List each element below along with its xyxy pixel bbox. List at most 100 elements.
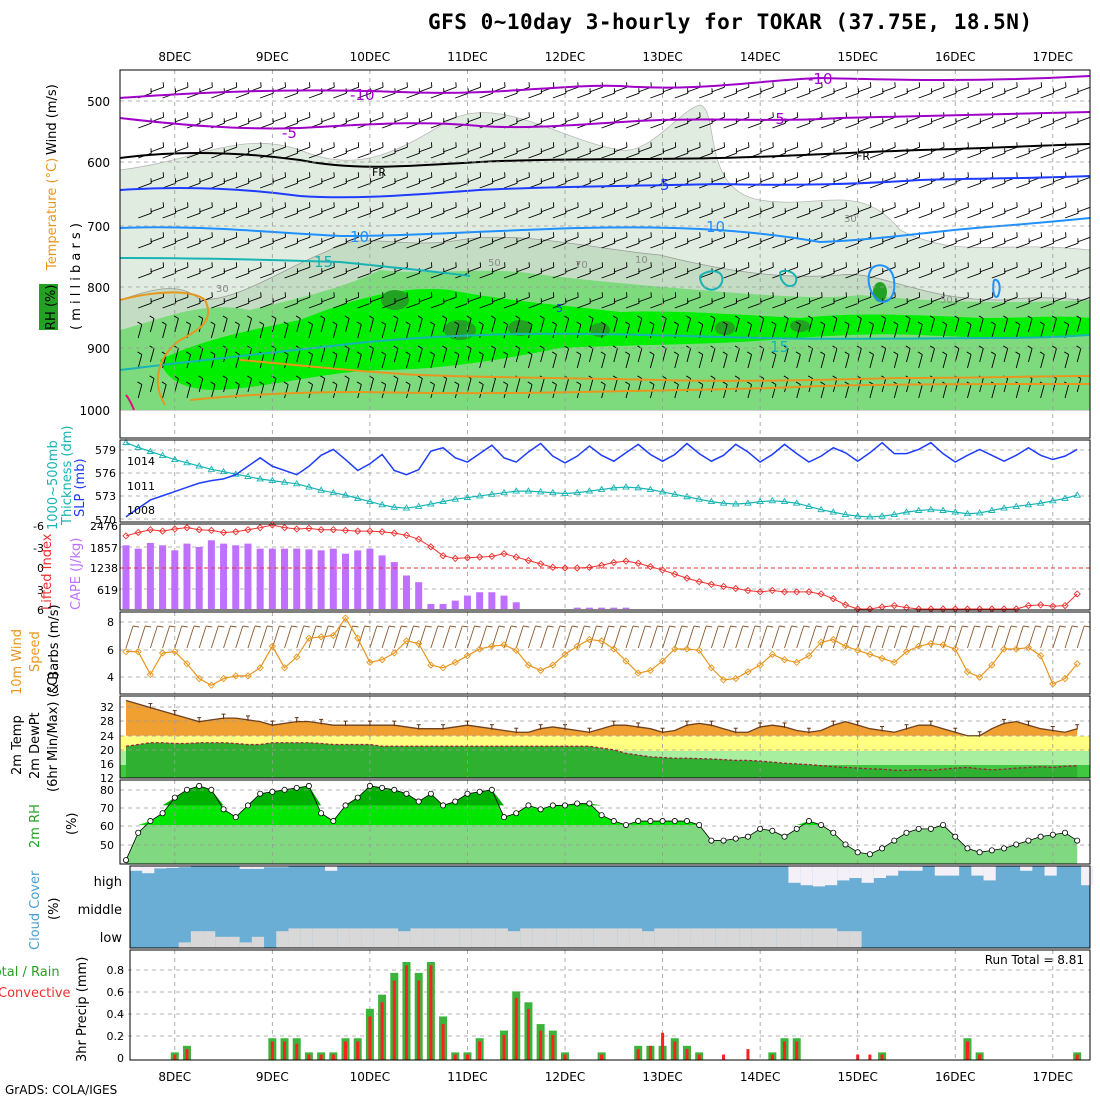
wind-barb (369, 206, 384, 213)
wind-barb (613, 378, 618, 393)
lifted-index-marker (902, 603, 911, 612)
lifted-index-marker (293, 525, 301, 533)
wind-barb (967, 92, 981, 99)
lifted-index-marker (524, 556, 533, 565)
wind-barb (1077, 116, 1090, 123)
wind-barb (320, 206, 335, 213)
wind-barb (845, 242, 859, 249)
cloud-high-bar (276, 866, 289, 868)
cape-tick: 2476 (90, 520, 118, 533)
wind-barb (771, 354, 777, 369)
wind-barb-flag (503, 321, 508, 325)
wind-barb (1016, 152, 1030, 159)
wind-barb (186, 242, 201, 249)
wind-barb (723, 324, 728, 339)
wind-barb (845, 324, 850, 339)
wind-barb-flag (929, 315, 935, 319)
cloud-low-bar (227, 936, 240, 948)
rh2m-marker (586, 800, 593, 807)
cloud-high-bar (178, 866, 191, 868)
wind10-barb-flag (218, 625, 225, 628)
wind-barb (186, 272, 201, 279)
wind10-barb (528, 625, 536, 649)
rh2m-marker (464, 790, 471, 797)
cape-bar (159, 545, 167, 609)
wind-barb (674, 354, 679, 369)
wind-barb (430, 212, 445, 219)
thickness-marker (292, 479, 301, 487)
temp-fill-mild (126, 700, 1078, 736)
wind-barb (954, 318, 960, 333)
wind10-marker (219, 674, 228, 683)
wind10-barb (162, 625, 171, 649)
wind-barb (381, 302, 396, 309)
thickness-marker (768, 496, 777, 504)
wind10-barb-flag (974, 625, 981, 628)
wind-barb (601, 212, 615, 219)
wind-barb-flag (649, 351, 655, 355)
wind10-barb (1064, 625, 1073, 649)
wind10-marker (244, 672, 252, 680)
wind-barb (210, 384, 216, 399)
thickness-marker (353, 494, 362, 501)
cape-tick: 1857 (90, 542, 118, 555)
wind-barb (247, 146, 262, 153)
precip-frame (129, 949, 1091, 1061)
wind-barb (418, 116, 432, 123)
wind-barb-flag (966, 321, 972, 325)
wind-barb (162, 212, 176, 219)
wind-barb (516, 116, 530, 123)
wind-barb (320, 296, 335, 303)
cape-bar (415, 582, 423, 609)
wind10-barb (308, 625, 317, 649)
wind-barb-flag (698, 381, 704, 385)
cape-bar (134, 548, 142, 609)
wind10-barb-flag (949, 625, 957, 628)
temp2m-grid (120, 696, 1090, 778)
rh2m-marker (891, 837, 898, 844)
wind-barb (150, 176, 164, 183)
wind-barb-flag (137, 321, 143, 325)
cloud-low-bar (385, 928, 399, 948)
pressure-tick: 600 (87, 156, 110, 170)
thickness-marker (731, 500, 740, 507)
wind10-barb (125, 625, 134, 649)
wind-barb (138, 122, 152, 129)
wind-barb-flag (308, 381, 313, 385)
wind-barb (625, 272, 640, 279)
cloud-high-bar (166, 866, 179, 868)
bottom-date-label: 15DEC (837, 1070, 877, 1084)
cape-bar (354, 550, 362, 609)
wind-barb (406, 302, 420, 309)
wind-barb (699, 212, 713, 219)
wind-barb (271, 348, 277, 363)
wind-barb-flag (771, 351, 777, 355)
lifted-index-marker (341, 526, 350, 535)
wind-barb (149, 378, 155, 393)
wind-barb (1052, 236, 1067, 243)
contour-label: FR (856, 150, 870, 163)
thickness-marker (646, 485, 655, 492)
wind10-barb-flag (803, 625, 810, 628)
wind-barb (406, 92, 420, 99)
lifted-index-marker (280, 524, 289, 532)
cape-bar (220, 543, 228, 609)
wind-barb (747, 242, 762, 249)
thickness-marker (829, 508, 838, 515)
wind-barb (515, 318, 521, 333)
wind10-marker (744, 668, 752, 676)
wind10-barb-flag (669, 625, 676, 628)
thickness-marker (524, 487, 533, 494)
wind-barb (820, 242, 835, 249)
lifted-index-marker (744, 586, 752, 595)
wind-barb-flag (1039, 351, 1045, 355)
wind-barb (455, 302, 469, 309)
wind-barb (942, 182, 957, 189)
wind-barb (296, 206, 311, 213)
wind-barb (832, 348, 838, 363)
thickness-marker (549, 488, 557, 496)
wind10-marker (561, 650, 569, 658)
wind-barb (284, 242, 298, 249)
lifted-index-marker (817, 590, 825, 598)
lifted-index-marker (439, 552, 447, 560)
